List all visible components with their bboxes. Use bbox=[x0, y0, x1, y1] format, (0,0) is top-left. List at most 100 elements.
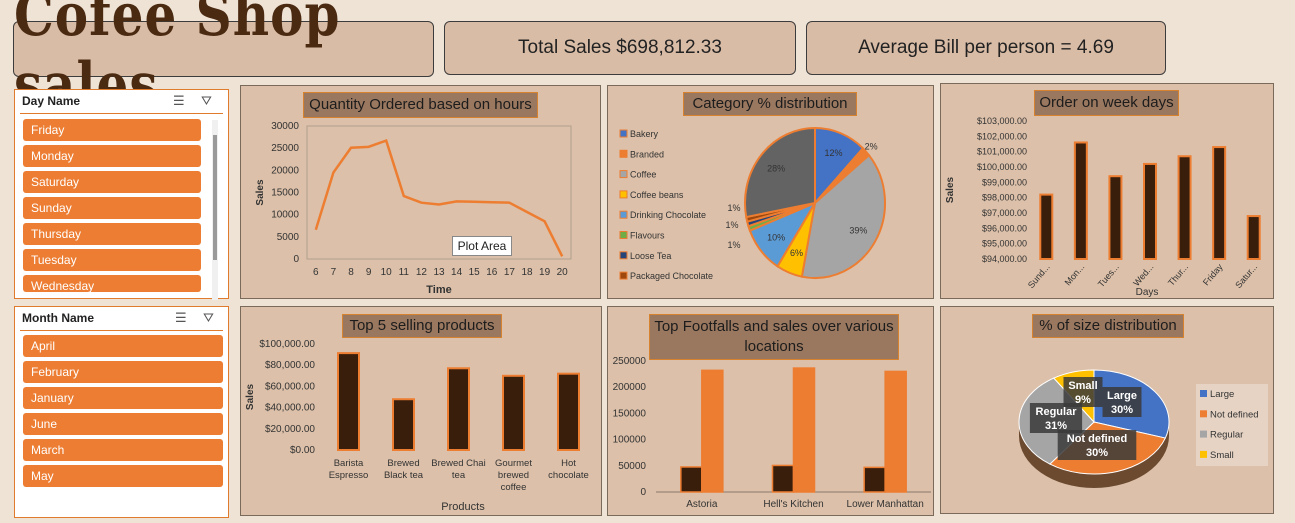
y-tick-label: 0 bbox=[293, 254, 299, 265]
clear-filter-icon[interactable]: ⛛ bbox=[201, 93, 212, 108]
pie-label-box bbox=[1057, 430, 1137, 460]
x-tick-label: 12 bbox=[416, 267, 428, 278]
legend-label: Coffee beans bbox=[630, 190, 684, 200]
x-tick-label: 13 bbox=[433, 267, 445, 278]
y-tick-label: $20,000.00 bbox=[265, 424, 315, 435]
x-tick-label: 15 bbox=[469, 267, 481, 278]
dashboard-title-box: Cofee Shop sales bbox=[13, 0, 434, 119]
legend-label: Flavours bbox=[630, 231, 665, 241]
multi-select-icon[interactable]: ☰ bbox=[173, 93, 185, 108]
weekdays-chart-title: Order on week days bbox=[1034, 90, 1179, 116]
bar-product bbox=[392, 398, 415, 451]
pie-data-label: 30% bbox=[1086, 447, 1108, 459]
y-tick-label: $94,000.00 bbox=[982, 254, 1027, 264]
multi-select-icon[interactable]: ☰ bbox=[175, 310, 187, 325]
pie-data-label: 12% bbox=[825, 148, 843, 158]
hours-chart-panel: Quantity Ordered based on hours 0 5000 100… bbox=[240, 85, 601, 299]
pie-data-label: 28% bbox=[767, 164, 785, 174]
x-tick-label: Brewed bbox=[387, 458, 419, 469]
y-tick-label: 25000 bbox=[271, 143, 299, 154]
pie-slice-other bbox=[744, 126, 816, 219]
x-tick-label: Astoria bbox=[686, 499, 718, 510]
month-name-slicer: Month Name ☰ ⛛ April February January June M… bbox=[14, 306, 229, 518]
locations-chart-title: Top Footfalls and sales over various loc… bbox=[649, 314, 899, 360]
pie-data-label: 9% bbox=[1075, 394, 1091, 406]
y-axis-label: Sales bbox=[245, 383, 256, 410]
bar-wednesday bbox=[1143, 162, 1157, 260]
y-tick-label: 150000 bbox=[613, 408, 647, 419]
y-tick-label: 50000 bbox=[618, 461, 646, 472]
legend-swatch bbox=[1200, 390, 1207, 397]
slicer-item-january[interactable]: January bbox=[23, 387, 223, 409]
plot-area-border bbox=[306, 125, 572, 260]
pie-data-label: 1% bbox=[727, 240, 740, 250]
day-slicer-scrollbar[interactable] bbox=[212, 120, 218, 300]
legend-label: Drinking Chocolate bbox=[630, 210, 706, 220]
slicer-item-wednesday[interactable]: Wednesday bbox=[23, 275, 201, 293]
size-chart-title: % of size distribution bbox=[1032, 314, 1184, 338]
hours-chart-title: Quantity Ordered based on hours bbox=[303, 92, 538, 118]
x-tick-label: tea bbox=[452, 470, 466, 481]
bar-product bbox=[557, 372, 580, 451]
legend-swatch bbox=[619, 149, 628, 158]
clear-filter-icon[interactable]: ⛛ bbox=[203, 310, 214, 325]
bar-location-series-1 bbox=[863, 466, 886, 493]
pie-slice-coffee bbox=[800, 153, 886, 279]
x-tick-label: 7 bbox=[331, 267, 337, 278]
bar-monday bbox=[1073, 141, 1088, 260]
day-slicer-title: Day Name bbox=[22, 94, 81, 108]
legend-swatch bbox=[619, 210, 628, 219]
slicer-item-friday[interactable]: Friday bbox=[23, 119, 201, 141]
y-tick-label: 0 bbox=[640, 487, 646, 498]
legend-swatch bbox=[619, 129, 628, 138]
legend-label: Loose Tea bbox=[630, 251, 671, 261]
slicer-item-april[interactable]: April bbox=[23, 335, 223, 357]
pie-data-label: Not defined bbox=[1067, 433, 1128, 445]
bar-location-series-2 bbox=[884, 370, 907, 493]
category-chart-title: Category % distribution bbox=[683, 92, 857, 116]
legend-label: Branded bbox=[630, 149, 664, 159]
locations-title-line-1: Top Footfalls and sales over various bbox=[654, 318, 894, 335]
legend-label: Coffee bbox=[630, 170, 656, 180]
x-tick-label: 20 bbox=[557, 267, 569, 278]
locations-chart-panel: Top Footfalls and sales over various loc… bbox=[607, 306, 934, 516]
top5-chart-panel: Top 5 selling products $0.00 $20,000.00 $4… bbox=[240, 306, 602, 516]
x-tick-label: Mon... bbox=[1063, 262, 1087, 288]
x-tick-label: Wed... bbox=[1131, 262, 1155, 288]
slicer-item-march[interactable]: March bbox=[23, 439, 223, 461]
y-tick-label: $80,000.00 bbox=[265, 360, 315, 371]
slicer-item-tuesday[interactable]: Tuesday bbox=[23, 249, 201, 271]
y-tick-label: 20000 bbox=[271, 165, 299, 176]
slicer-item-thursday[interactable]: Thursday bbox=[23, 223, 201, 245]
slicer-item-february[interactable]: February bbox=[23, 361, 223, 383]
scrollbar-thumb[interactable] bbox=[213, 135, 217, 260]
slicer-divider bbox=[20, 113, 223, 114]
legend-swatch bbox=[619, 190, 628, 199]
weekdays-chart-panel: Order on week days $94,000.00 $95,000.00 $… bbox=[940, 83, 1274, 299]
y-tick-label: 100000 bbox=[613, 435, 647, 446]
legend-swatch bbox=[619, 170, 628, 179]
slicer-item-june[interactable]: June bbox=[23, 413, 223, 435]
y-tick-label: $98,000.00 bbox=[982, 193, 1027, 203]
bar-thursday bbox=[1177, 155, 1192, 260]
y-tick-label: $95,000.00 bbox=[982, 239, 1027, 249]
y-tick-label: $96,000.00 bbox=[982, 223, 1027, 233]
slicer-item-saturday[interactable]: Saturday bbox=[23, 171, 201, 193]
x-axis-label: Products bbox=[441, 501, 485, 513]
y-tick-label: $102,000.00 bbox=[977, 131, 1027, 141]
x-tick-label: 16 bbox=[486, 267, 498, 278]
x-tick-label: 8 bbox=[348, 267, 354, 278]
y-tick-label: $100,000.00 bbox=[259, 339, 315, 350]
x-tick-label: Black tea bbox=[384, 470, 424, 481]
pie-label-box bbox=[1063, 377, 1103, 407]
pie-data-label: 31% bbox=[1045, 420, 1067, 432]
slicer-item-may[interactable]: May bbox=[23, 465, 223, 487]
slicer-divider bbox=[20, 330, 223, 331]
x-tick-label: 9 bbox=[366, 267, 372, 278]
slicer-item-sunday[interactable]: Sunday bbox=[23, 197, 201, 219]
bar-product bbox=[447, 367, 470, 451]
total-sales-card: Total Sales $698,812.33 bbox=[444, 21, 796, 75]
slicer-item-monday[interactable]: Monday bbox=[23, 145, 201, 167]
pie-data-label: Regular bbox=[1036, 406, 1078, 418]
total-sales-value: Total Sales $698,812.33 bbox=[518, 37, 722, 58]
